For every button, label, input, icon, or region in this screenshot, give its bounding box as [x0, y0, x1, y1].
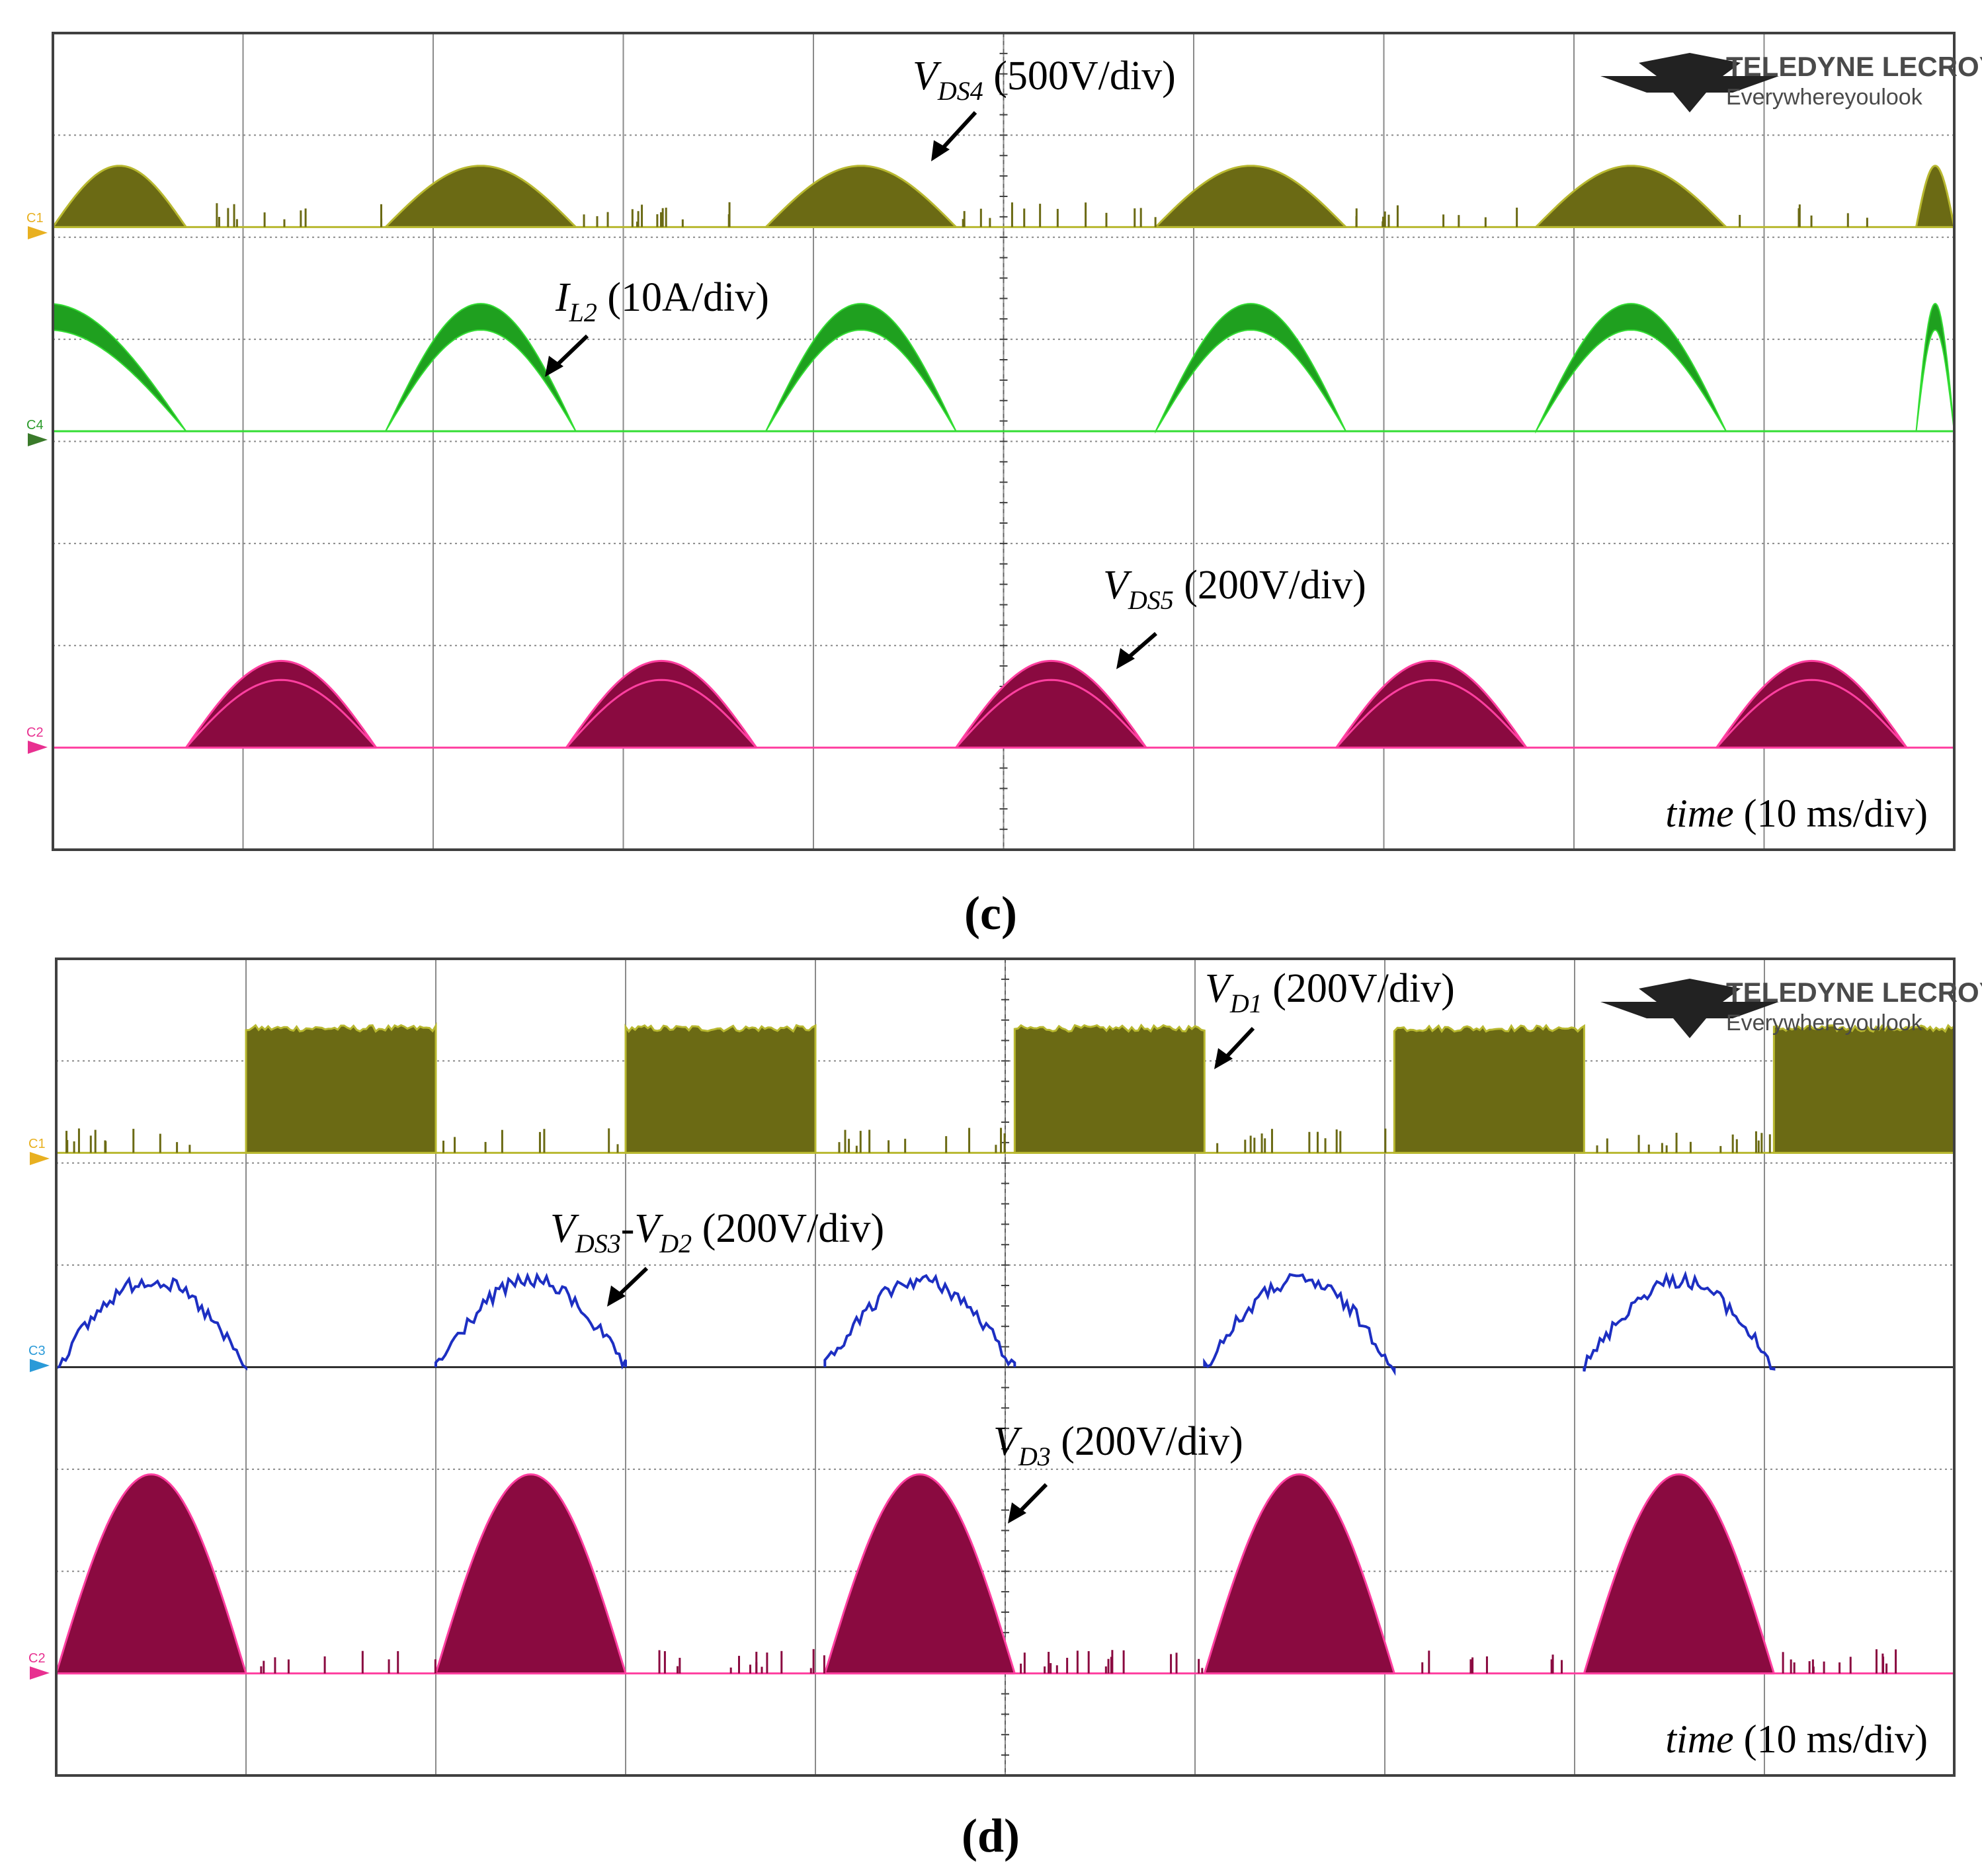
time-label-c: time (10 ms/div) [1665, 792, 1928, 835]
trace-VD1-cycle [624, 1024, 817, 1154]
trace-VDS4-cycle [52, 165, 188, 228]
teledyne-lecroy-logo: TELEDYNE LECROY Everywhereyoulook [1600, 51, 1982, 112]
trace-VDS5-cycle [954, 659, 1149, 749]
frame-c [52, 32, 1956, 851]
logo-mark-icon-d [1600, 979, 1779, 1038]
trace-VDS5-envelope [1715, 678, 1908, 749]
trace-VD3-cycle [1203, 1473, 1398, 1675]
logo-name-d: TELEDYNE LECROY [1726, 977, 1982, 1008]
trace-IL2-cycle [385, 303, 577, 432]
panel-c: TELEDYNE LECROY Everywhereyoulook C1 C4 … [26, 32, 1982, 940]
svg-text:VDS4 (500V/div): VDS4 (500V/div) [913, 54, 1176, 106]
trace-VDS4-cycle [1155, 165, 1347, 228]
svg-text:VD1 (200V/div): VD1 (200V/div) [1205, 966, 1455, 1018]
trace-IL2-cycle [1535, 303, 1727, 434]
trace-VD1-cycle [245, 1022, 437, 1154]
trace-VDS3-VD2-cycle [823, 1273, 1016, 1367]
traces-c [52, 165, 1956, 749]
frame-d [55, 958, 1956, 1777]
trace-VD3-cycle [55, 1473, 247, 1675]
trace-VD3-cycle [1580, 1473, 1776, 1675]
trace-VDS4-cycle [1915, 165, 1956, 228]
trace-VDS3-VD2-cycle [55, 1276, 247, 1371]
channel-label-d-c1: C1 [28, 1137, 46, 1151]
channel-label-d-c3: C3 [28, 1344, 46, 1358]
trace-IL2-cycle [765, 303, 957, 432]
trace-VDS4-cycle [764, 165, 957, 228]
annotation-vd1: VD1 (200V/div) [1205, 966, 1455, 1069]
annotation-vds4: VDS4 (500V/div) [913, 54, 1176, 161]
annotation-il2: IL2 (10A/div) [545, 275, 769, 377]
annotation-vd3: VD3 (200V/div) [993, 1419, 1243, 1524]
trace-VDS3-VD2-cycle [1203, 1273, 1396, 1376]
logo-name: TELEDYNE LECROY [1726, 51, 1982, 82]
time-label-d: time (10 ms/div) [1665, 1717, 1928, 1761]
svg-text:VDS5 (200V/div): VDS5 (200V/div) [1103, 563, 1366, 615]
trace-VD1-cycle [1013, 1023, 1206, 1154]
trace-VD1-cycle [1772, 1024, 1956, 1154]
trace-VDS4-cycle [384, 165, 577, 228]
traces-d [55, 1022, 1956, 1675]
channel-marker-d-c2: C2 [28, 1651, 50, 1680]
channel-label-d-c2: C2 [28, 1651, 46, 1666]
trace-VDS5-envelope [1335, 678, 1528, 749]
logo-tagline-d: Everywhereyoulook [1726, 1010, 1923, 1036]
trace-IL2-cycle [1155, 303, 1346, 434]
svg-text:VDS3-VD2 (200V/div): VDS3-VD2 (200V/div) [550, 1206, 884, 1258]
svg-text:VD3 (200V/div): VD3 (200V/div) [993, 1419, 1243, 1471]
trace-VDS5-cycle [182, 659, 378, 749]
channel-label-c4: C4 [26, 418, 44, 432]
trace-VDS3-VD2-cycle [1583, 1270, 1776, 1372]
trace-VD3-cycle [823, 1473, 1018, 1675]
trace-VDS5-cycle [562, 659, 758, 749]
trace-VDS5-cycle [1715, 659, 1909, 749]
trace-VDS3-VD2-cycle [434, 1272, 627, 1370]
trace-VD1-cycle [1393, 1024, 1585, 1154]
trace-VDS5-cycle [1335, 659, 1529, 749]
svg-text:IL2 (10A/div): IL2 (10A/div) [555, 275, 769, 327]
channel-marker-c1: C1 [26, 211, 48, 239]
channel-marker-c4: C4 [26, 418, 48, 446]
trace-VDS5-envelope [565, 678, 757, 749]
trace-VD3-cycle [434, 1473, 627, 1675]
teledyne-lecroy-logo-d: TELEDYNE LECROY Everywhereyoulook [1600, 977, 1982, 1038]
channel-marker-d-c3: C3 [28, 1344, 50, 1372]
logo-mark-icon [1600, 53, 1779, 112]
panel-d: TELEDYNE LECROY Everywhereyoulook C1 C3 … [28, 958, 1982, 1862]
channel-marker-d-c1: C1 [28, 1137, 50, 1165]
trace-VDS4-cycle [1535, 165, 1727, 228]
annotation-vds3-vd2: VDS3-VD2 (200V/div) [550, 1206, 884, 1307]
channel-label-c1: C1 [26, 211, 44, 225]
trace-VDS5-envelope [954, 678, 1147, 749]
channel-label-c2: C2 [26, 725, 44, 740]
trace-VDS5-envelope [185, 678, 377, 749]
annotation-vds5: VDS5 (200V/div) [1103, 563, 1366, 669]
logo-tagline: Everywhereyoulook [1726, 85, 1923, 110]
channel-marker-c2: C2 [26, 725, 48, 754]
caption-d: (d) [962, 1809, 1020, 1862]
caption-c: (c) [964, 887, 1017, 940]
trace-IL2-cycle [52, 303, 187, 432]
